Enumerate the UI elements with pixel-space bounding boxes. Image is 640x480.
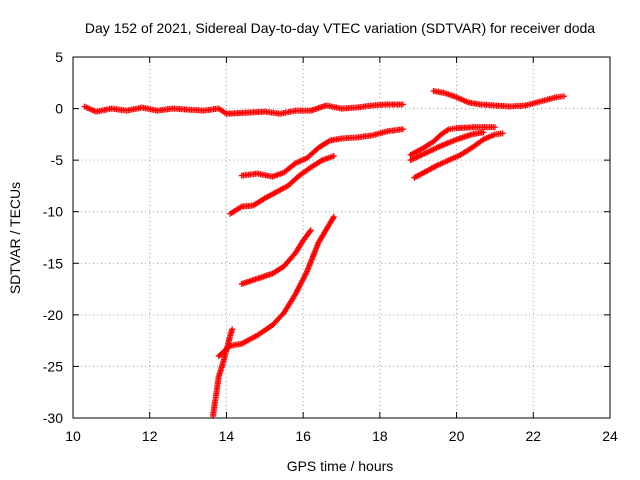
data-point (399, 101, 406, 108)
y-tick-label: -15 (43, 255, 63, 271)
chart-title: Day 152 of 2021, Sidereal Day-to-day VTE… (85, 20, 595, 36)
data-point (491, 124, 498, 131)
plot-frame (72, 56, 611, 419)
data-point (229, 326, 236, 333)
data-point (560, 93, 567, 100)
series-track-f-steep (210, 326, 236, 419)
x-tick-label: 20 (449, 428, 465, 444)
y-tick-label: -30 (43, 410, 63, 426)
y-tick-label: -25 (43, 358, 63, 374)
series-track-h-after-19 (407, 124, 498, 158)
data-point (499, 130, 506, 137)
y-axis-label: SDTVAR / TECUs (7, 182, 23, 294)
series-track-b (238, 126, 406, 180)
y-tick-label: -10 (43, 204, 63, 220)
x-tick-label: 18 (372, 428, 388, 444)
series-track-c (227, 153, 337, 217)
series-track-d (238, 227, 314, 287)
series-track-a-near-zero (81, 101, 406, 117)
x-tick-label: 12 (142, 428, 158, 444)
y-tick-label: 5 (55, 49, 63, 65)
x-axis-label: GPS time / hours (287, 458, 394, 474)
data-point (399, 126, 406, 133)
data-point (480, 129, 487, 136)
series-track-i-after-19 (407, 129, 487, 164)
data-series (81, 88, 567, 419)
x-tick-label: 14 (219, 428, 235, 444)
series-track-e (215, 213, 337, 360)
y-tick-label: 0 (55, 101, 63, 117)
data-point (330, 153, 337, 160)
data-point (307, 227, 314, 234)
axes: 10 12 14 16 18 20 22 24 -30 -25 -20 -15 -10 -5 0 5 (43, 49, 618, 444)
series-track-g-after-19 (430, 88, 567, 110)
x-tick-label: 16 (295, 428, 311, 444)
data-point (330, 213, 337, 220)
series-track-j-after-19 (411, 130, 506, 181)
data-point (306, 228, 313, 235)
x-tick-label: 10 (65, 428, 81, 444)
y-tick-label: -20 (43, 307, 63, 323)
x-tick-label: 22 (525, 428, 541, 444)
y-tick-label: -5 (51, 152, 64, 168)
x-tick-label: 24 (602, 428, 618, 444)
